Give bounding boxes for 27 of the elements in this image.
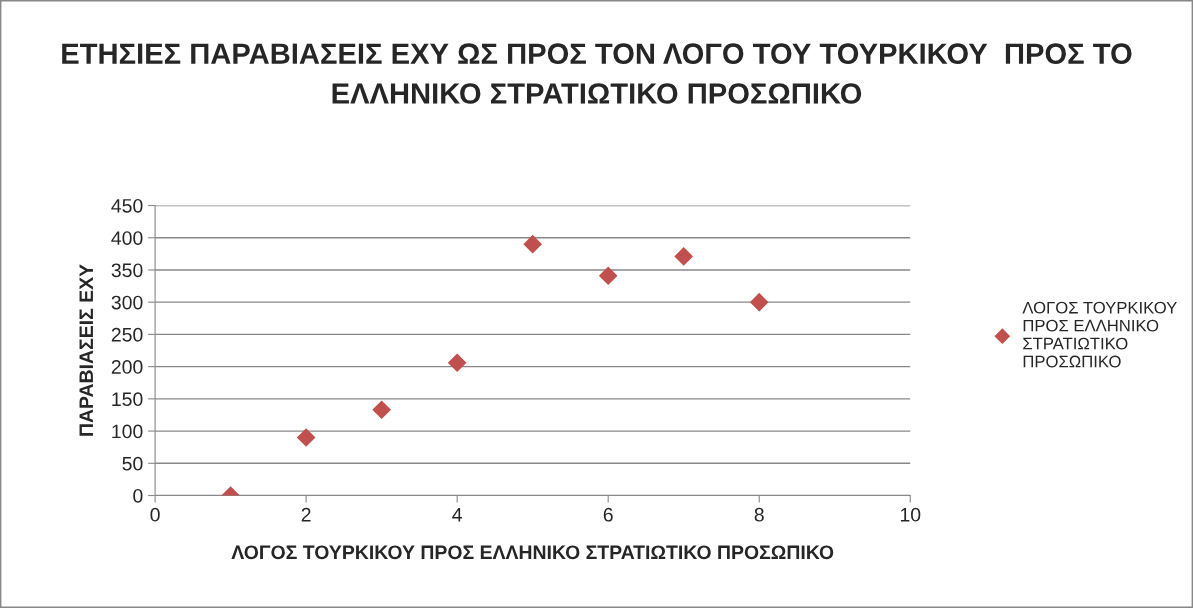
y-tick-label: 150	[112, 392, 143, 407]
y-axis-title: ΠΑΡΑΒΙΑΣΕΙΣ ΕΧΥ	[79, 264, 93, 436]
point	[749, 292, 769, 312]
x-tick-label: 10	[900, 507, 921, 522]
point	[674, 247, 694, 266]
point	[296, 428, 316, 447]
y-tick-label: 0	[133, 488, 143, 503]
y-tick-label: 300	[111, 295, 143, 310]
y-tick-label: 50	[122, 456, 143, 471]
y-tick-label: 250	[111, 327, 143, 342]
x-tick-label: 0	[150, 507, 160, 522]
x-axis-title: ΛΟΓΟΣ ΤΟΥΡΚΙΚΟΥ ΠΡΟΣ ΕΛΛΗΝΙΚΟ ΣΤΡΑΤΙΩΤΙΚΟ ΠΡΟΣΩΠΙΚΟ	[231, 545, 834, 560]
x-tick-label: 2	[301, 507, 311, 522]
point	[523, 234, 542, 254]
point	[372, 400, 391, 420]
x-tick-label: 8	[754, 507, 764, 522]
x-tick-label: 4	[452, 508, 462, 522]
chart-title: ΕΤΗΣΙΕΣ ΠΑΡΑΒΙΑΣΕΙΣ ΕΧΥ ΩΣ ΠΡΟΣ ΤΟΝ ΛΟΓΟ ΤΟΥ ΤΟΥΡΚΙΚΟΥ ΠΡΟΣ ΤΟ ΕΛΛΗΝΙΚΟ ΣΤΡΑΤΙΩΤΙΚΟ ΠΡΟΣΩΠΙΚΟ	[62, 43, 1132, 104]
legend-label: ΛΟΓΟΣ ΤΟΥΡΚΙΚΟΥ ΠΡΟΣ ΕΛΛΗΝΙΚΟ ΣΤΡΑΤΙΩΤΙΚΟ ΠΡΟΣΩΠΙΚΟ	[1022, 301, 1177, 368]
y-tick-label: 100	[112, 424, 143, 439]
point	[598, 266, 618, 286]
y-tick-label: 400	[111, 231, 143, 245]
point	[447, 353, 467, 373]
y-tick-label: 350	[111, 263, 143, 278]
y-tick-label: 450	[111, 198, 143, 213]
y-tick-label: 200	[111, 360, 143, 374]
x-tick-label: 6	[603, 507, 613, 522]
